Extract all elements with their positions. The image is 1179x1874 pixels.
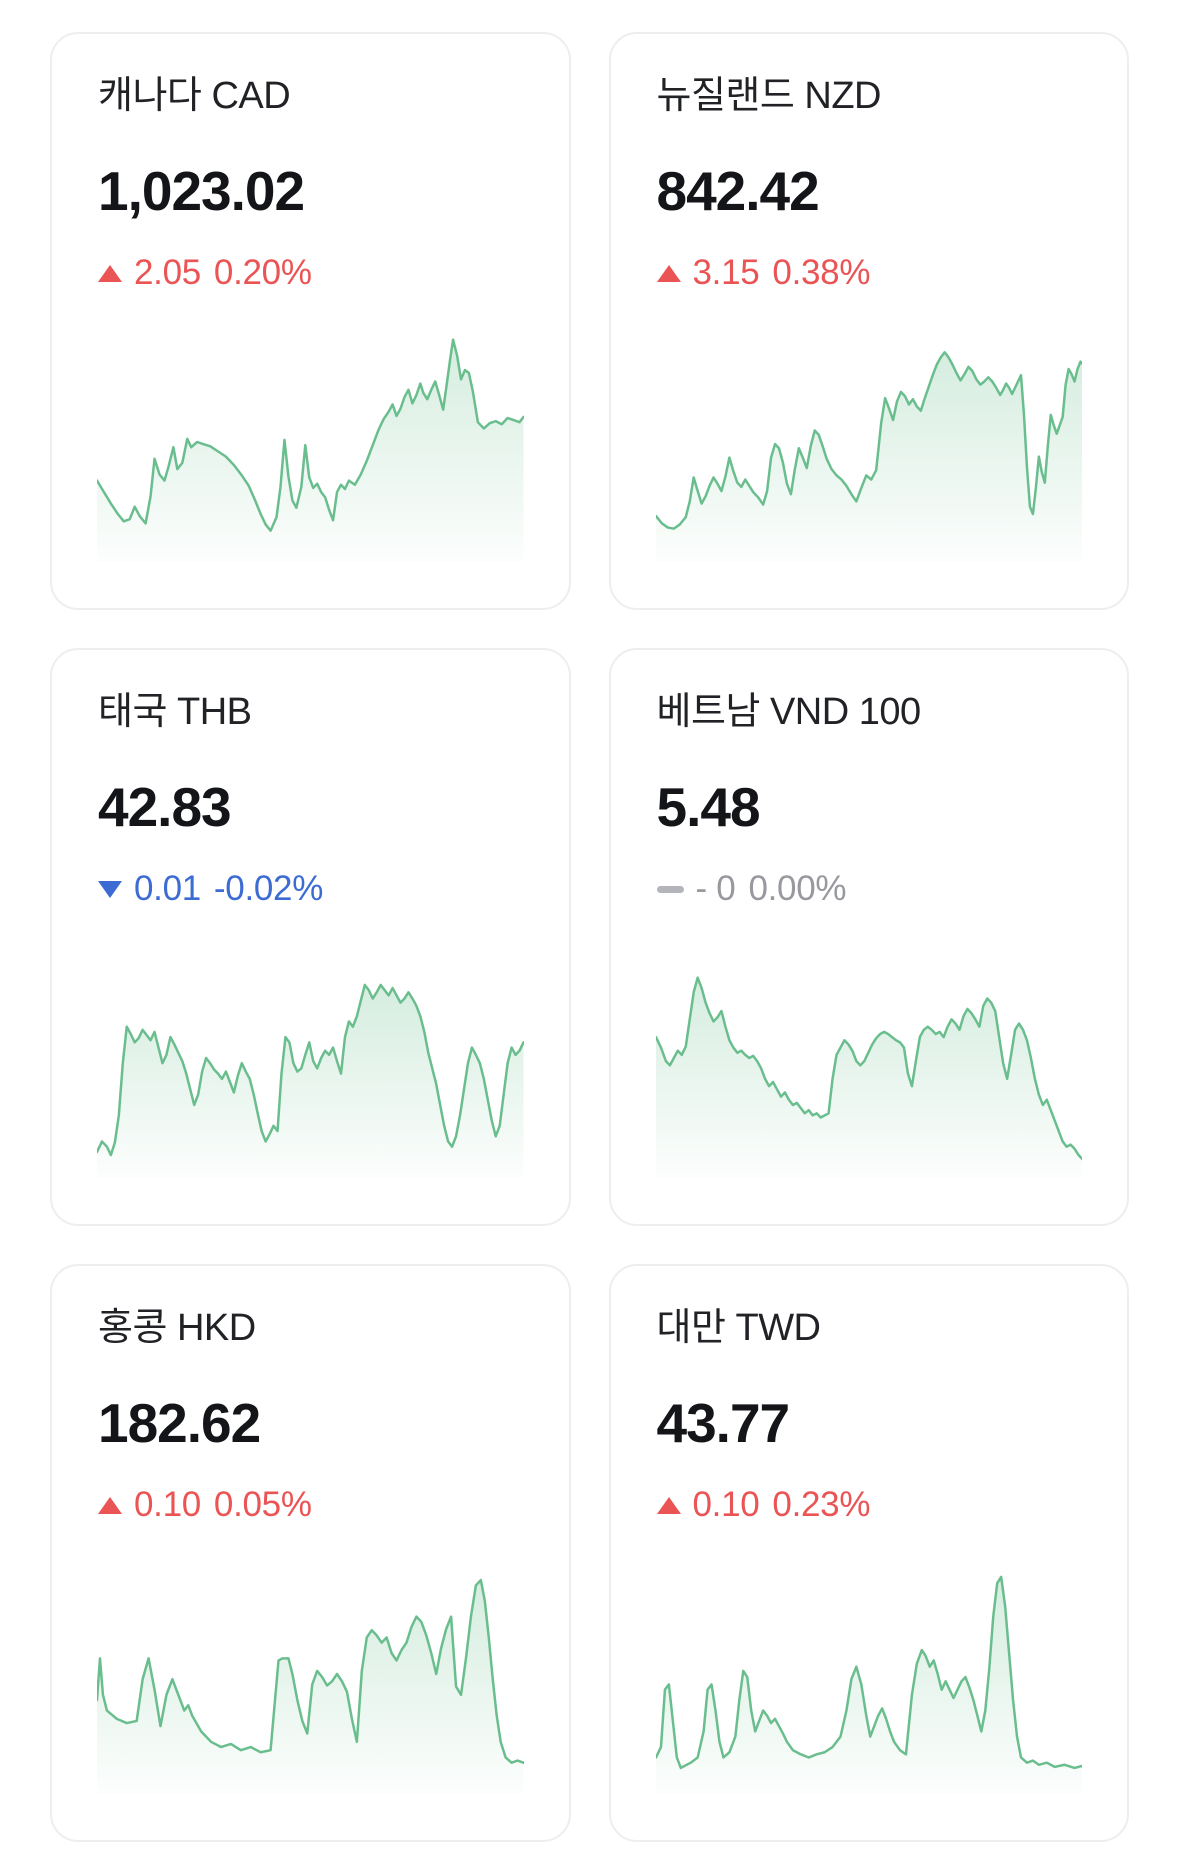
sparkline-chart bbox=[97, 322, 524, 562]
currency-title: 캐나다 CAD bbox=[98, 75, 291, 117]
currency-title: 태국 THB bbox=[98, 691, 252, 733]
currency-card-3[interactable]: 태국 THB 42.83 0.01 -0.02% bbox=[50, 648, 571, 1226]
currency-card-4[interactable]: 베트남 VND 100 5.48 - 0 0.00% bbox=[608, 648, 1129, 1226]
change-value: 0.10 bbox=[692, 1485, 760, 1524]
currency-title: 뉴질랜드 NZD bbox=[656, 75, 882, 117]
sparkline-chart bbox=[97, 1554, 524, 1794]
change-percent: 0.38% bbox=[772, 253, 871, 292]
change-row: 3.15 0.38% bbox=[656, 251, 1082, 295]
change-percent: 0.20% bbox=[213, 253, 312, 292]
currency-card-2[interactable]: 뉴질랜드 NZD 842.42 3.15 0.38% bbox=[608, 32, 1129, 610]
sparkline-chart bbox=[655, 938, 1082, 1178]
up-triangle-icon bbox=[98, 264, 122, 282]
change-value: - 0 bbox=[695, 869, 736, 908]
currency-title: 베트남 VND 100 bbox=[656, 691, 922, 733]
change-row: 0.01 -0.02% bbox=[98, 867, 523, 911]
currency-price: 43.77 bbox=[656, 1392, 791, 1454]
currency-price: 842.42 bbox=[656, 160, 820, 222]
down-triangle-icon bbox=[98, 880, 122, 898]
flat-dash-icon bbox=[656, 885, 684, 893]
change-row: 0.10 0.23% bbox=[656, 1483, 1082, 1527]
up-triangle-icon bbox=[98, 1496, 122, 1514]
sparkline-chart bbox=[655, 322, 1082, 562]
currency-card-6[interactable]: 대만 TWD 43.77 0.10 0.23% bbox=[608, 1264, 1129, 1842]
change-percent: 0.05% bbox=[213, 1485, 312, 1524]
change-value: 3.15 bbox=[692, 253, 760, 292]
change-value: 2.05 bbox=[134, 253, 201, 292]
currency-card-1[interactable]: 캐나다 CAD 1,023.02 2.05 0.20% bbox=[50, 32, 571, 610]
change-row: 0.10 0.05% bbox=[98, 1483, 523, 1527]
sparkline-chart bbox=[655, 1554, 1082, 1794]
change-value: 0.01 bbox=[134, 869, 201, 908]
change-row: - 0 0.00% bbox=[656, 867, 1082, 911]
change-row: 2.05 0.20% bbox=[98, 251, 523, 295]
currency-price: 182.62 bbox=[98, 1392, 261, 1454]
change-percent: -0.02% bbox=[213, 869, 324, 908]
currency-price: 42.83 bbox=[98, 776, 232, 838]
change-percent: 0.23% bbox=[772, 1485, 871, 1524]
change-percent: 0.00% bbox=[748, 869, 847, 908]
up-triangle-icon bbox=[656, 264, 681, 282]
currency-card-5[interactable]: 홍콩 HKD 182.62 0.10 0.05% bbox=[50, 1264, 571, 1842]
up-triangle-icon bbox=[656, 1496, 681, 1514]
currency-title: 대만 TWD bbox=[656, 1307, 821, 1349]
change-value: 0.10 bbox=[134, 1485, 201, 1524]
currency-title: 홍콩 HKD bbox=[98, 1307, 256, 1349]
currency-price: 1,023.02 bbox=[98, 160, 305, 222]
currency-price: 5.48 bbox=[656, 776, 761, 838]
sparkline-chart bbox=[97, 938, 524, 1178]
